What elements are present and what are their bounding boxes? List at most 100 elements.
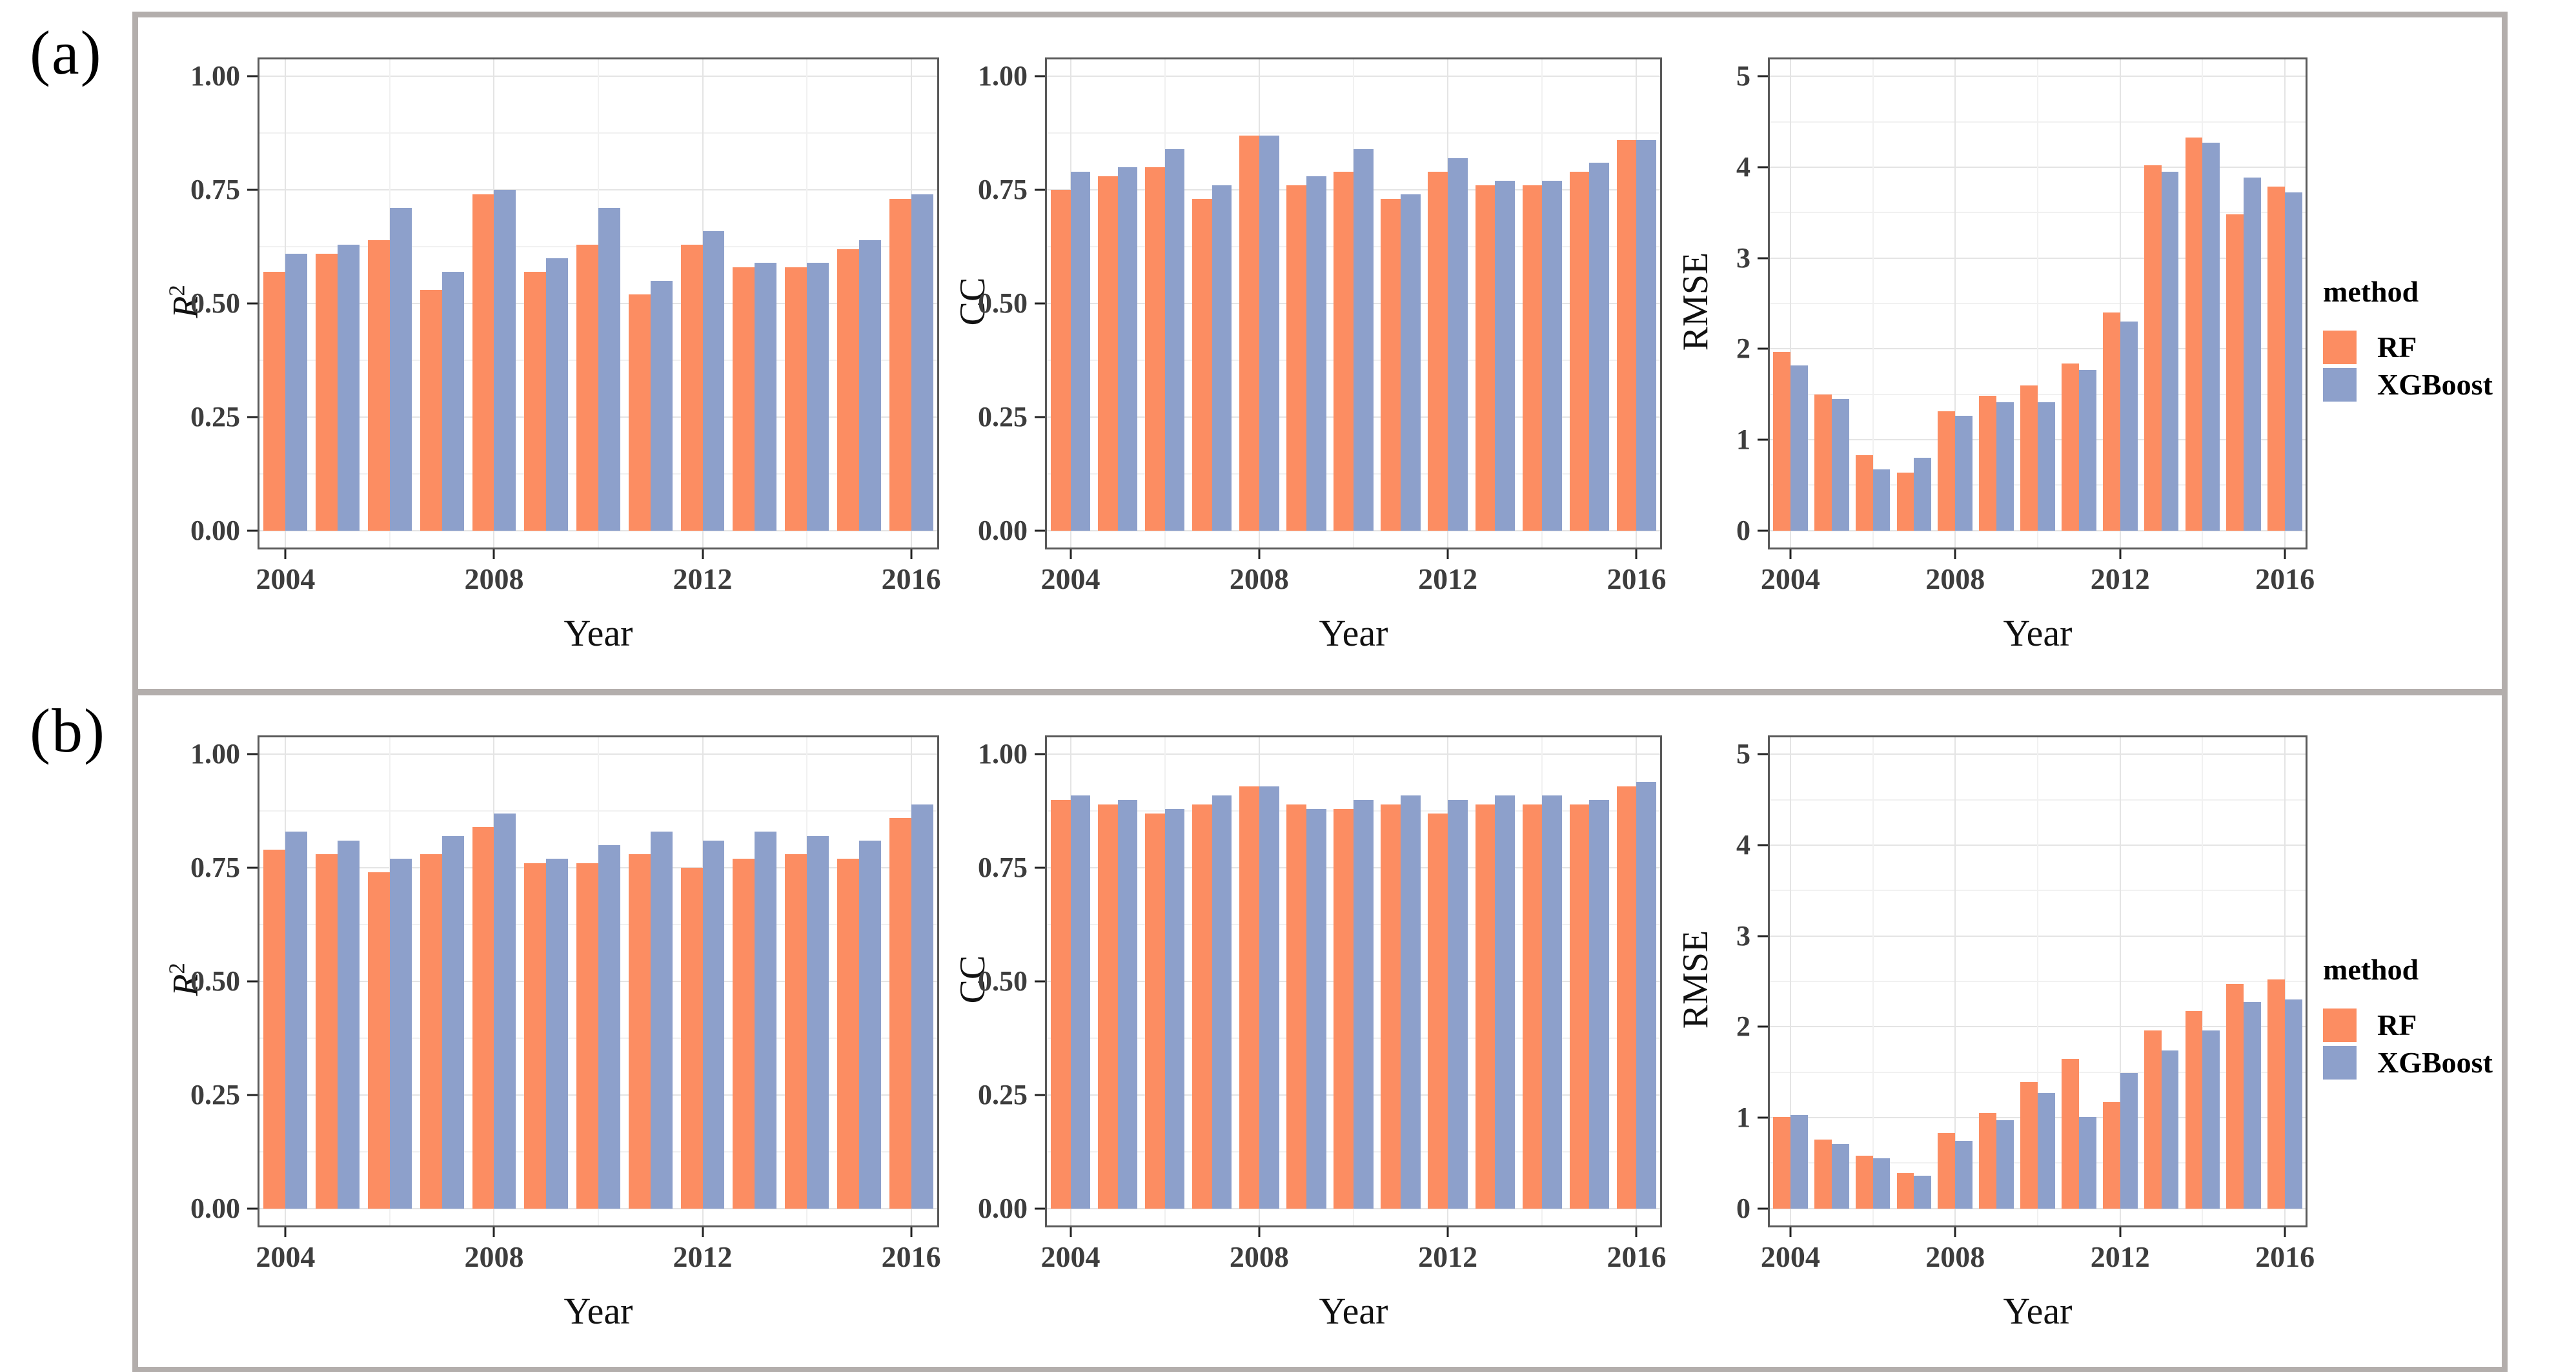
bar-xgboost-2010 [2038, 1092, 2055, 1209]
bar-xgboost-2005 [338, 841, 360, 1209]
bar-xgboost-2008 [1259, 786, 1279, 1209]
y-tick-label: 5 [1736, 60, 1750, 92]
bar-rf-2014 [2185, 137, 2203, 531]
x-tick-mark [2284, 1227, 2286, 1237]
bar-rf-2007 [1192, 199, 1212, 531]
y-tick-label: 3 [1736, 919, 1750, 952]
x-axis-title: Year [2003, 612, 2073, 654]
y-tick-mark [1758, 529, 1768, 532]
bar-xgboost-2016 [911, 804, 933, 1209]
legend-label-rf: RF [2377, 1008, 2417, 1041]
y-tick-mark [247, 529, 258, 532]
x-axis-title: Year [2003, 1290, 2073, 1332]
y-tick-mark [1758, 753, 1768, 755]
bar-xgboost-2014 [1542, 795, 1562, 1209]
bar-xgboost-2004 [285, 253, 308, 531]
bar-rf-2011 [2062, 1058, 2079, 1209]
bar-xgboost-2016 [2285, 999, 2302, 1209]
bar-xgboost-2015 [858, 240, 881, 531]
bar-xgboost-2016 [2285, 192, 2302, 531]
bar-rf-2010 [1334, 808, 1354, 1209]
plot-column: 0.00 0.25 0.50 0.75 1.00 2004 2008 2012 2016 Year [978, 713, 1666, 1333]
bar-rf-2004 [1773, 1116, 1790, 1209]
bar-xgboost-2009 [1306, 808, 1326, 1209]
y-tick-mark [1035, 980, 1045, 983]
y-tick-label: 0.25 [190, 400, 240, 433]
y-tick-label: 0.25 [978, 1078, 1028, 1111]
y-tick-label: 1.00 [978, 60, 1028, 92]
x-tick-mark [1789, 1227, 1792, 1237]
xgboost-color-swatch [2323, 367, 2357, 402]
plot-area: 0 1 2 3 4 5 2004 2008 2012 2016 [1736, 735, 2315, 1272]
y-tick-label: 0.75 [978, 852, 1028, 884]
x-tick-label: 2012 [2090, 562, 2150, 595]
x-tick-mark [2119, 1227, 2122, 1237]
x-tick-mark [2284, 549, 2286, 559]
legend-label-rf: RF [2377, 330, 2417, 363]
y-tick-mark [1758, 257, 1768, 260]
x-tick-mark [1954, 1227, 1956, 1237]
bar-xgboost-2012 [2120, 1073, 2138, 1209]
bar-xgboost-2010 [1354, 799, 1374, 1209]
gridline-h-major [259, 753, 937, 755]
bar-xgboost-2005 [1831, 1143, 1849, 1209]
y-tick-mark [1758, 1116, 1768, 1119]
panel-b-label: (b) [30, 696, 106, 765]
x-tick-mark [702, 549, 704, 559]
bar-rf-2007 [1192, 804, 1212, 1209]
bar-rf-2016 [1616, 139, 1637, 531]
bar-xgboost-2011 [1401, 795, 1421, 1209]
bar-rf-2005 [316, 253, 338, 531]
x-tick-label: 2004 [256, 1240, 316, 1273]
bar-rf-2009 [1286, 804, 1306, 1209]
gridline-h-minor [1770, 121, 2306, 123]
y-tick-label: 0.75 [190, 174, 240, 206]
plot-area: 0 1 2 3 4 5 2004 2008 2012 2016 [1736, 57, 2315, 594]
bar-rf-2009 [524, 863, 547, 1209]
bar-rf-2013 [733, 859, 755, 1209]
gridline-v-minor [1872, 737, 1874, 1225]
rf-color-swatch [2323, 1008, 2357, 1042]
x-tick-label: 2004 [1040, 1240, 1100, 1273]
chart-a-r2: R2 0.00 0.25 0.50 0.75 1.00 2004 2008 2012 2016 Ye… [148, 36, 941, 655]
y-tick-mark [247, 980, 258, 983]
bar-xgboost-2004 [1790, 365, 1808, 531]
x-axis-title: Year [563, 1290, 633, 1332]
bar-xgboost-2009 [1996, 402, 2014, 531]
bar-rf-2015 [1569, 804, 1590, 1209]
x-tick-label: 2008 [1925, 562, 1985, 595]
bar-rf-2011 [628, 294, 651, 531]
bar-xgboost-2004 [1070, 172, 1091, 531]
y-tick-label: 4 [1736, 151, 1750, 183]
y-tick-mark [1035, 75, 1045, 77]
gridline-h-minor [1770, 799, 2306, 801]
y-tick-label: 0.25 [190, 1078, 240, 1111]
y-tick-label: 5 [1736, 738, 1750, 770]
x-tick-label: 2008 [1229, 1240, 1289, 1273]
y-tick-mark [1035, 302, 1045, 305]
y-tick-mark [1035, 1207, 1045, 1210]
gridline-h-major [1047, 753, 1660, 755]
plot-column: 0.00 0.25 0.50 0.75 1.00 2004 2008 2012 2016 Year [190, 713, 941, 1333]
x-tick-label: 2012 [1418, 1240, 1478, 1273]
bar-xgboost-2013 [2161, 1050, 2179, 1209]
y-tick-mark [1758, 166, 1768, 169]
bar-xgboost-2013 [2161, 172, 2179, 531]
bar-rf-2014 [785, 854, 807, 1209]
y-tick-label: 1.00 [190, 60, 240, 92]
bar-xgboost-2007 [1212, 795, 1232, 1209]
bar-xgboost-2012 [702, 230, 725, 531]
bar-xgboost-2009 [546, 258, 569, 531]
rf-color-swatch [2323, 330, 2357, 364]
bar-rf-2010 [2020, 385, 2038, 531]
y-tick-mark [1758, 1207, 1768, 1210]
bar-xgboost-2011 [650, 831, 673, 1209]
bar-rf-2010 [576, 863, 598, 1209]
x-tick-mark [702, 1227, 704, 1237]
gridline-h-major [1770, 935, 2306, 937]
bar-rf-2016 [2267, 979, 2286, 1209]
x-tick-label: 2008 [464, 562, 524, 595]
bar-rf-2011 [1381, 804, 1401, 1209]
bar-xgboost-2006 [1872, 1158, 1891, 1209]
bar-xgboost-2016 [1636, 781, 1657, 1209]
